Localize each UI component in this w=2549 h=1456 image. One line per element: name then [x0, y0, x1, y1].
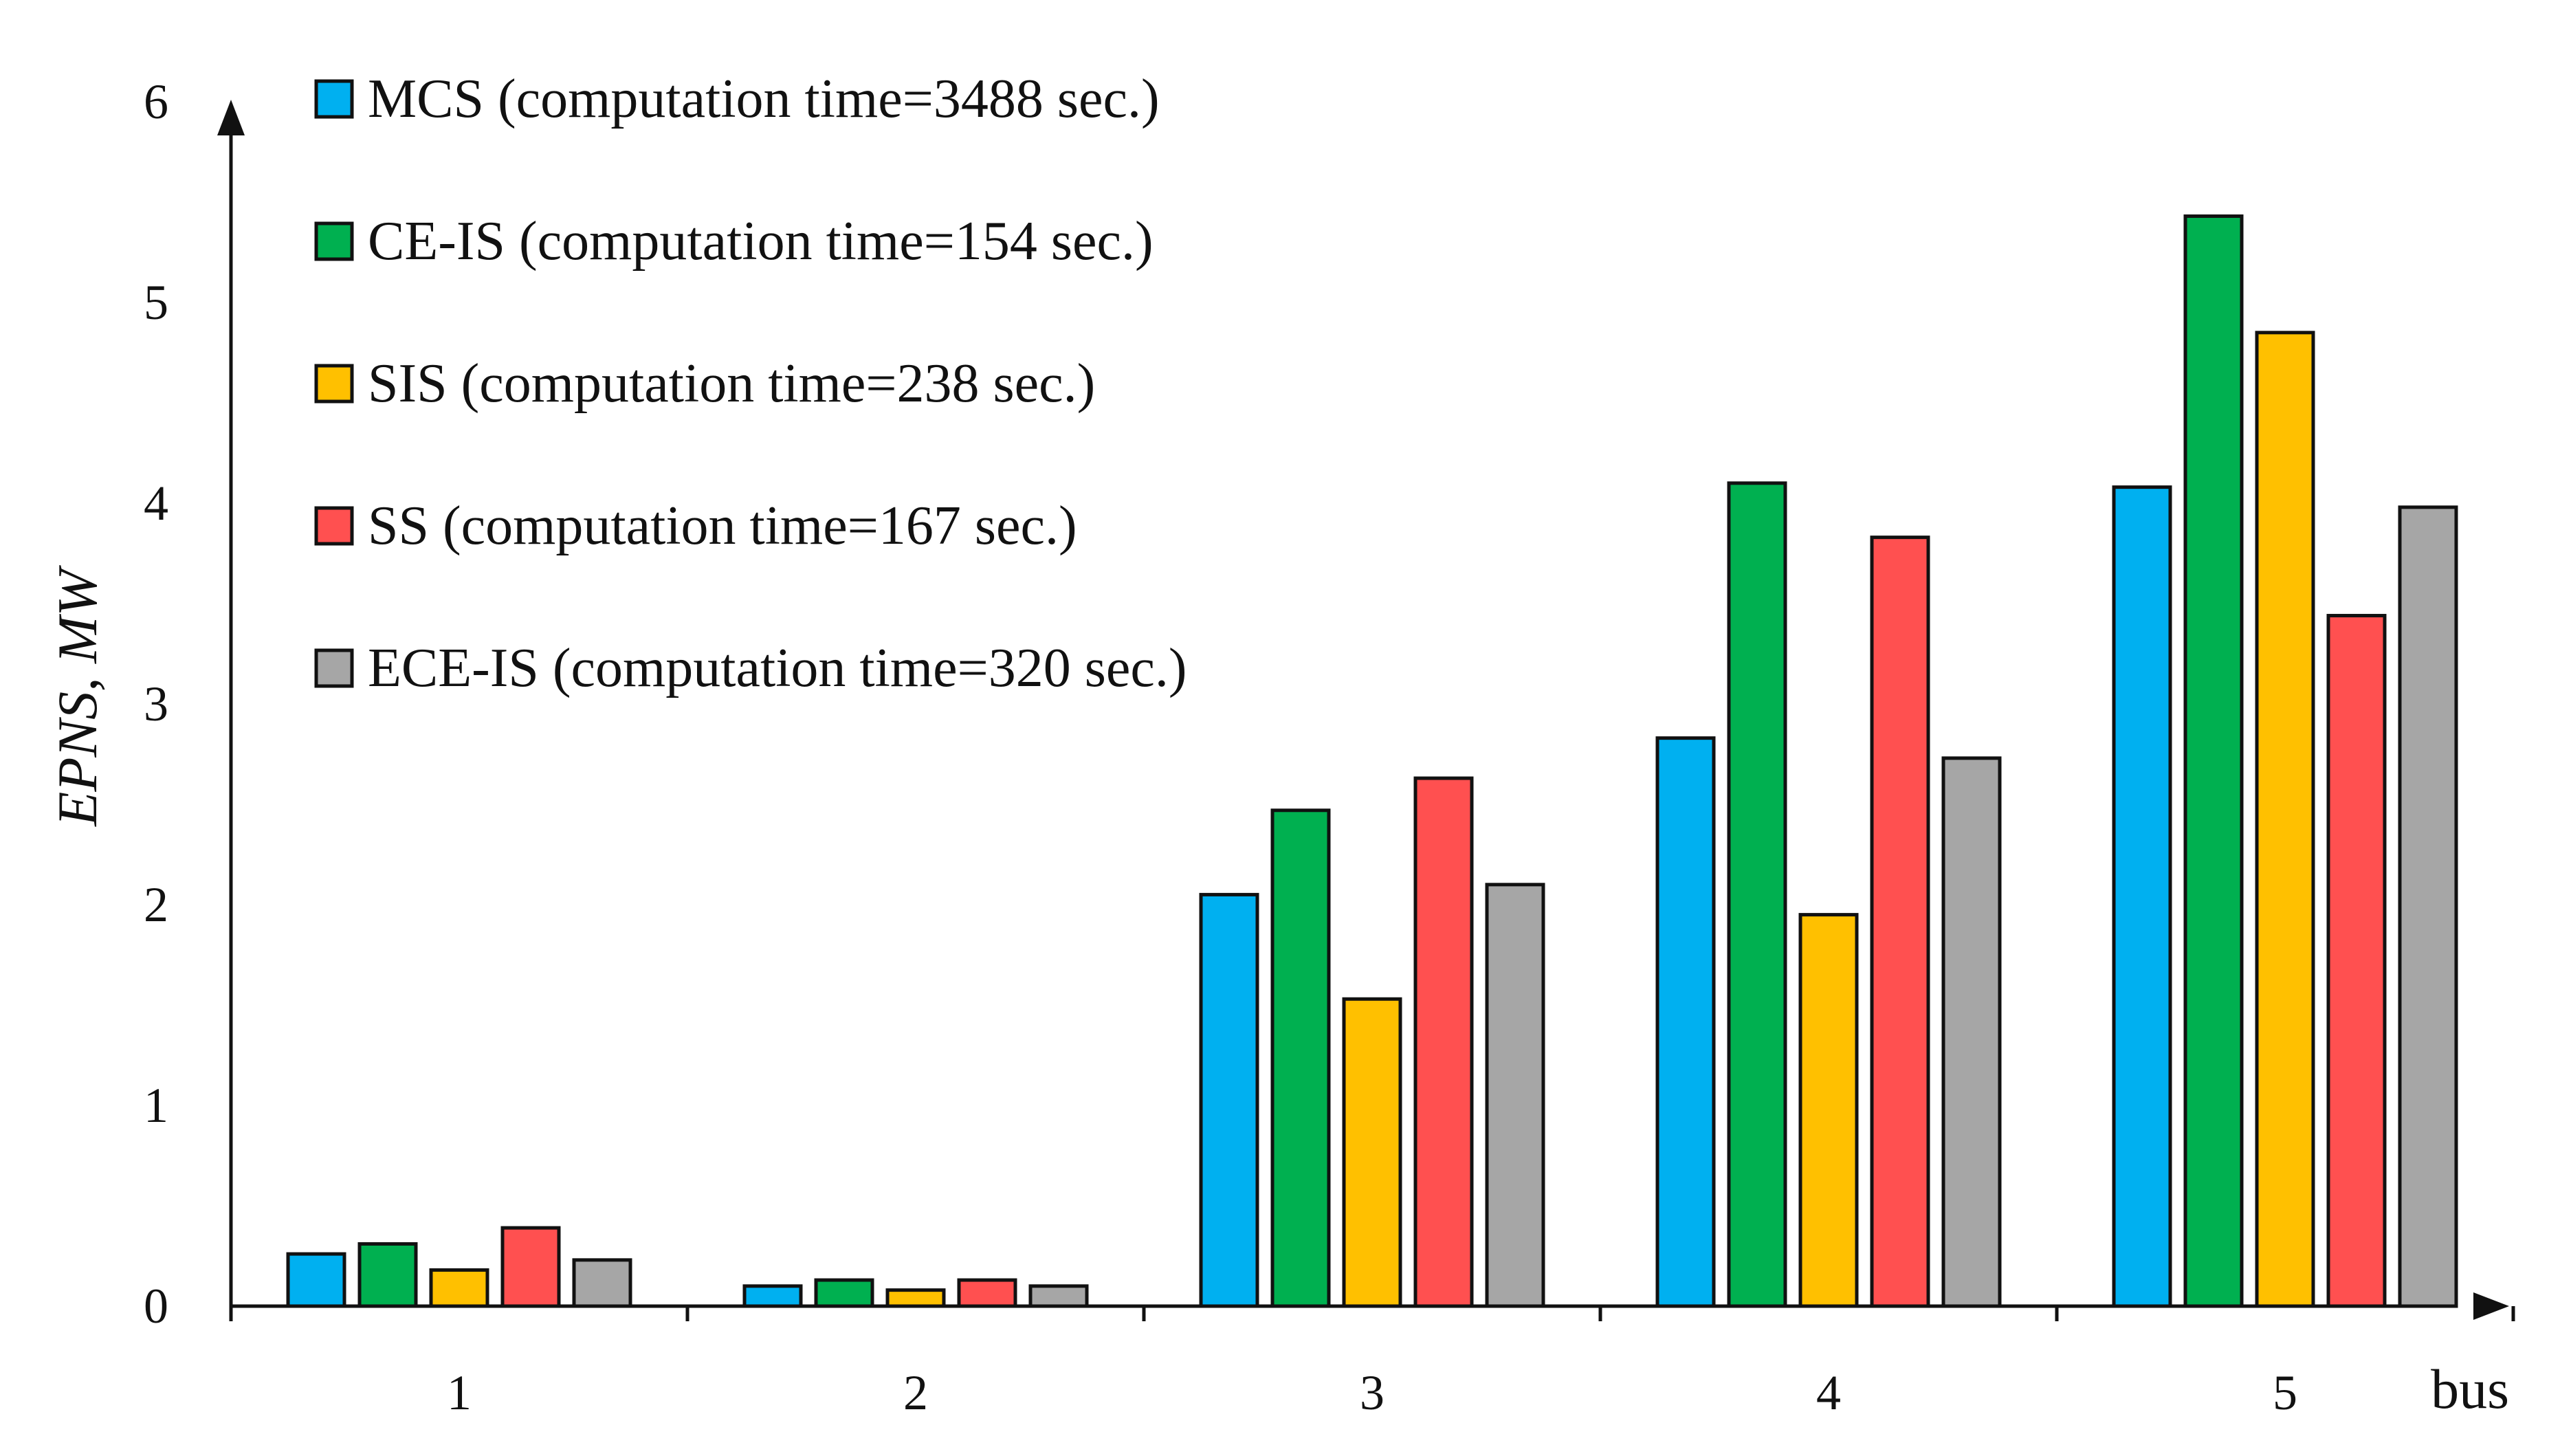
- legend-swatch: [314, 648, 354, 688]
- bar-ce-is-bus-4: [1727, 481, 1787, 1308]
- bar-ss-bus-2: [957, 1278, 1017, 1308]
- bar-ece-is-bus-3: [1485, 883, 1545, 1308]
- bar-mcs-bus-3: [1199, 892, 1259, 1308]
- bar-ce-is-bus-3: [1270, 808, 1331, 1308]
- x-tick-label: 3: [1360, 1365, 1384, 1420]
- y-tick-label: 1: [144, 1078, 168, 1133]
- bar-ce-is-bus-1: [357, 1242, 418, 1308]
- legend-label: SS (computation time=167 sec.): [368, 496, 1077, 556]
- x-tick-label: 4: [1816, 1365, 1841, 1420]
- legend-swatch: [314, 364, 354, 404]
- legend: MCS (computation time=3488 sec.) CE-IS (c…: [314, 69, 1187, 698]
- legend-swatch: [314, 506, 354, 546]
- y-tick-label: 2: [144, 877, 168, 932]
- legend-label: SIS (computation time=238 sec.): [368, 353, 1095, 414]
- bar-sis-bus-2: [885, 1288, 946, 1308]
- legend-swatch: [314, 79, 354, 119]
- x-tick-label: 2: [903, 1365, 928, 1420]
- bars-layer: [286, 214, 2458, 1308]
- bar-ss-bus-3: [1413, 776, 1474, 1308]
- y-axis-arrowhead: [217, 100, 245, 135]
- bar-sis-bus-3: [1342, 997, 1402, 1308]
- legend-label: CE-IS (computation time=154 sec.): [368, 211, 1154, 272]
- y-tick-label: 3: [144, 676, 168, 731]
- bar-sis-bus-1: [429, 1268, 489, 1308]
- bar-ss-bus-4: [1870, 536, 1930, 1308]
- y-axis-title: EPNS, MW: [46, 565, 109, 827]
- x-tick-label: 1: [447, 1365, 472, 1420]
- y-tick-label: 5: [144, 275, 168, 330]
- x-tick-label: 5: [2273, 1365, 2297, 1420]
- y-tick-label: 0: [144, 1279, 168, 1334]
- bar-ece-is-bus-1: [572, 1258, 632, 1308]
- bar-ece-is-bus-4: [1941, 756, 2002, 1308]
- bar-mcs-bus-4: [1655, 736, 1716, 1308]
- bar-mcs-bus-5: [2112, 485, 2172, 1308]
- y-tick-labels: 0 1 2 3 4 5 6: [144, 74, 168, 1334]
- x-axis-arrowhead: [2473, 1292, 2509, 1320]
- x-tick-marks: [229, 1306, 2515, 1321]
- x-axis-title: bus: [2431, 1358, 2509, 1420]
- bar-ss-bus-5: [2326, 614, 2387, 1308]
- y-tick-label: 6: [144, 74, 168, 129]
- y-tick-label: 4: [144, 476, 168, 531]
- bar-ce-is-bus-5: [2183, 214, 2244, 1308]
- bar-sis-bus-4: [1798, 913, 1859, 1308]
- bar-ce-is-bus-2: [814, 1278, 874, 1308]
- bar-mcs-bus-1: [286, 1252, 346, 1308]
- x-tick-labels: 1 2 3 4 5: [447, 1365, 2297, 1420]
- legend-swatch: [314, 221, 354, 261]
- bar-sis-bus-5: [2255, 331, 2315, 1308]
- legend-label: ECE-IS (computation time=320 sec.): [368, 638, 1187, 698]
- legend-label: MCS (computation time=3488 sec.): [368, 69, 1160, 129]
- bar-ss-bus-1: [500, 1226, 561, 1308]
- bar-ece-is-bus-5: [2398, 505, 2458, 1308]
- bar-ece-is-bus-2: [1028, 1284, 1089, 1308]
- axes: [217, 100, 2515, 1321]
- bar-mcs-bus-2: [742, 1284, 803, 1308]
